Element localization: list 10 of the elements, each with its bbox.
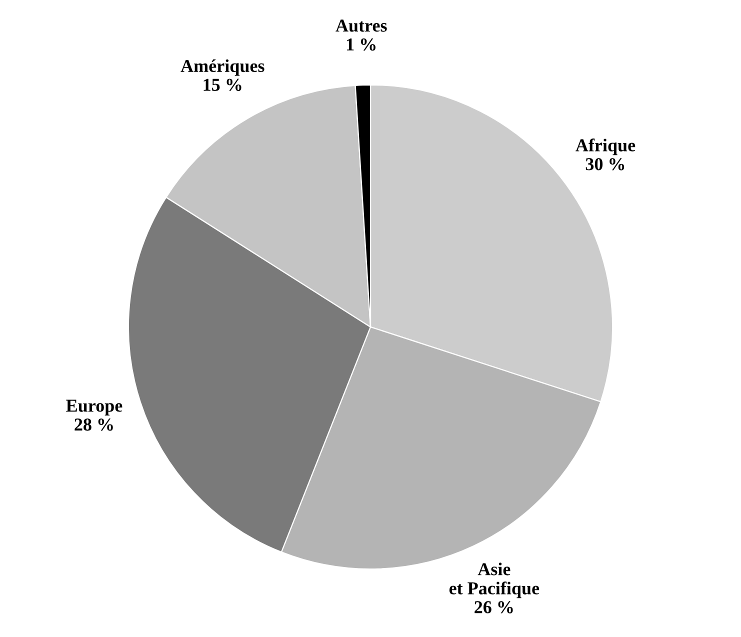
data-label: 1 %: [347, 38, 376, 51]
data-label: 26 %: [474, 601, 513, 614]
slice-label: Europe: [66, 400, 122, 416]
slice-label: Afrique: [576, 138, 636, 156]
slice-label: Autres: [336, 20, 387, 32]
data-label: 30 %: [586, 158, 624, 170]
slice-label: Amériques: [180, 59, 264, 76]
data-label: 28 %: [74, 418, 113, 431]
slice-label: Asie et Pacifique: [449, 562, 540, 598]
data-label: 15 %: [204, 78, 242, 91]
